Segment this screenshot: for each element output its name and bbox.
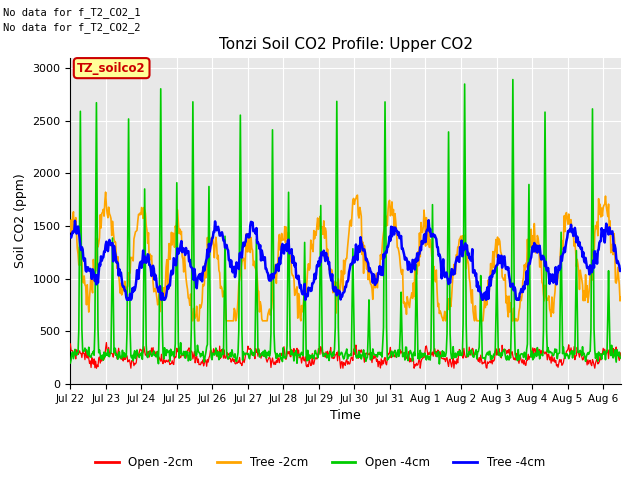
Text: No data for f_T2_CO2_1: No data for f_T2_CO2_1 <box>3 7 141 18</box>
X-axis label: Time: Time <box>330 409 361 422</box>
Legend: Open -2cm, Tree -2cm, Open -4cm, Tree -4cm: Open -2cm, Tree -2cm, Open -4cm, Tree -4… <box>90 452 550 474</box>
Y-axis label: Soil CO2 (ppm): Soil CO2 (ppm) <box>14 173 27 268</box>
Title: Tonzi Soil CO2 Profile: Upper CO2: Tonzi Soil CO2 Profile: Upper CO2 <box>219 37 472 52</box>
Text: TZ_soilco2: TZ_soilco2 <box>77 61 146 74</box>
Text: No data for f_T2_CO2_2: No data for f_T2_CO2_2 <box>3 22 141 33</box>
